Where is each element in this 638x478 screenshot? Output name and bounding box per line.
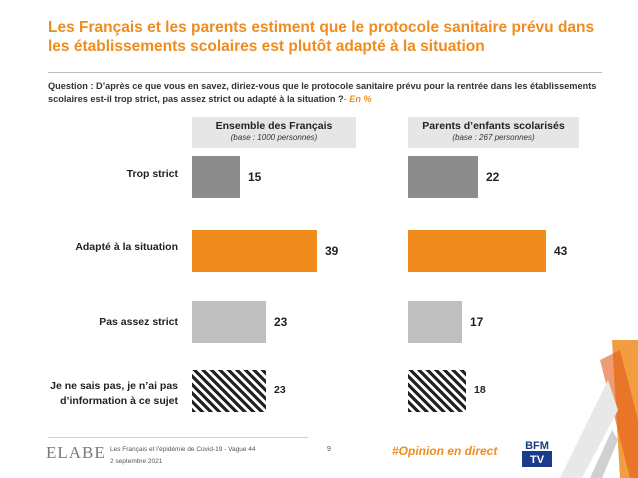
bar-parents-0 <box>408 156 478 198</box>
decorative-a-shape <box>560 340 638 478</box>
category-label-ne-sait-pas: Je ne sais pas, je n’ai pas d’informatio… <box>50 380 178 407</box>
bar-parents-2 <box>408 301 462 343</box>
bar-value-label: 39 <box>325 244 339 258</box>
panel-title: Parents d’enfants scolarisés <box>422 120 565 132</box>
footer-date: 2 septembre 2021 <box>110 458 163 465</box>
bar-all-2 <box>192 301 266 343</box>
question-text: Question : D’après ce que vous en savez,… <box>48 80 608 106</box>
bar-value-label: 23 <box>274 315 288 329</box>
svg-text:TV: TV <box>530 454 545 466</box>
question-unit: - En % <box>343 94 372 104</box>
bar-value-label: 43 <box>554 244 568 258</box>
panel-title: Ensemble des Français <box>215 120 333 132</box>
bar-parents-3 <box>408 370 466 412</box>
category-label-pas-assez-strict: Pas assez strict <box>99 316 178 328</box>
panel-base: (base : 1000 personnes) <box>230 133 318 142</box>
bfm-tv-logo: BFM TV <box>522 437 552 467</box>
svg-text:BFM: BFM <box>525 440 549 452</box>
page-title: Les Français et les parents estiment que… <box>48 19 595 55</box>
category-label-adapte: Adapté à la situation <box>75 241 178 253</box>
footer-source: Les Français et l’épidémie de Covid-19 -… <box>110 446 256 453</box>
bar-value-label: 18 <box>474 384 486 396</box>
hashtag: #Opinion en direct <box>392 444 498 458</box>
panel-header-parents: Parents d’enfants scolarisés (base : 267… <box>408 117 579 148</box>
bar-all-0 <box>192 156 240 198</box>
bar-value-label: 17 <box>470 315 484 329</box>
bar-all-1 <box>192 230 317 272</box>
bar-all-3 <box>192 370 266 412</box>
bar-value-label: 23 <box>274 384 286 396</box>
page-number: 9 <box>327 446 331 453</box>
panel-base: (base : 267 personnes) <box>452 133 535 142</box>
bar-value-label: 22 <box>486 170 500 184</box>
question-body: Question : D’après ce que vous en savez,… <box>48 81 597 104</box>
title-divider <box>48 72 602 73</box>
bar-parents-1 <box>408 230 546 272</box>
bar-value-label: 15 <box>248 170 262 184</box>
footer-divider <box>48 437 308 438</box>
elabe-logo: ELABE <box>46 443 106 462</box>
panel-header-all-french: Ensemble des Français (base : 1000 perso… <box>192 117 356 148</box>
category-label-trop-strict: Trop strict <box>126 168 178 180</box>
